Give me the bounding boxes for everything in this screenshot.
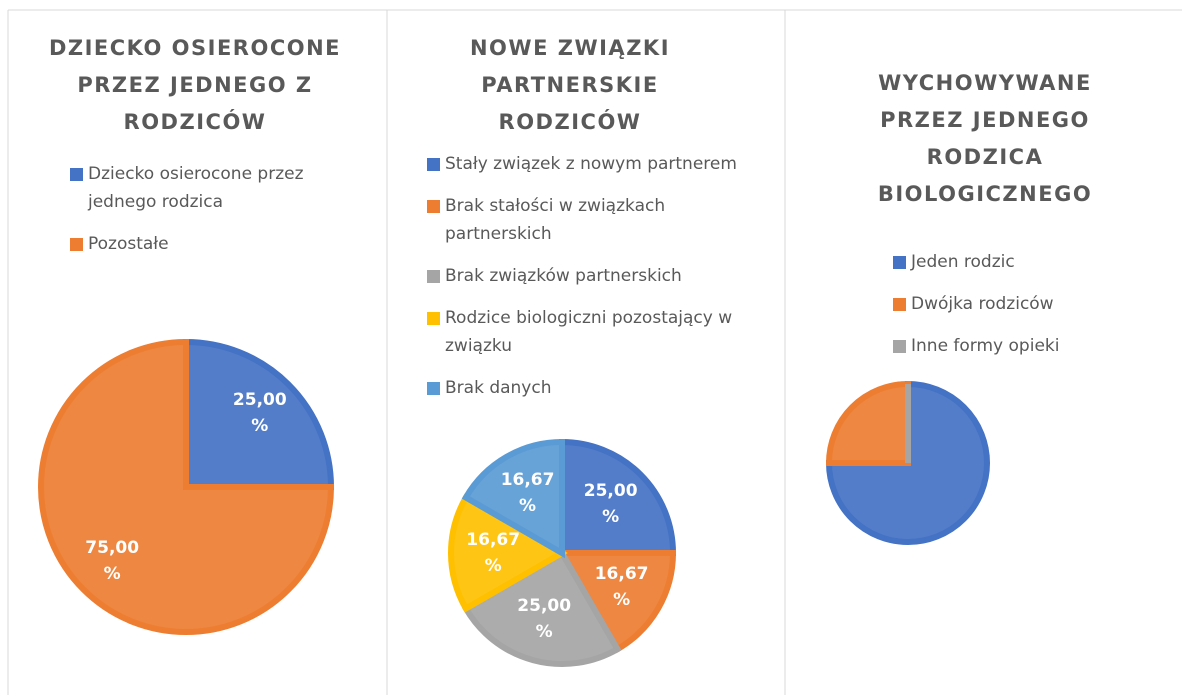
legend-item: Dziecko osierocone przez jednego rodzica bbox=[70, 160, 360, 216]
legend-swatch bbox=[427, 200, 440, 213]
legend-item: Pozostałe bbox=[70, 230, 360, 258]
legend-item: Brak stałości w związkach partnerskich bbox=[427, 192, 767, 248]
pie-slice bbox=[461, 548, 622, 667]
legend-swatch bbox=[427, 382, 440, 395]
legend: Dziecko osierocone przez jednego rodzica… bbox=[70, 160, 360, 272]
legend-label: Dwójka rodziców bbox=[911, 294, 1054, 314]
data-label: 16,67 % bbox=[594, 564, 649, 611]
legend-label: Rodzice biologiczni pozostający w związk… bbox=[445, 308, 733, 356]
legend: Jeden rodzic Dwójka rodziców Inne formy op… bbox=[893, 248, 1163, 374]
pie-slice bbox=[559, 438, 677, 557]
legend-label: Brak stałości w związkach partnerskich bbox=[445, 196, 666, 244]
data-label: 16,67 % bbox=[500, 470, 555, 517]
chart-title: NOWE ZWIĄZKI PARTNERSKIE RODZICÓW bbox=[469, 36, 671, 134]
legend-label: Brak związków partnerskich bbox=[445, 266, 682, 286]
legend-label: Jeden rodzic bbox=[911, 252, 1015, 272]
pie-slice bbox=[183, 338, 335, 490]
legend-swatch bbox=[427, 312, 440, 325]
data-label: 25,00 % bbox=[232, 390, 287, 437]
legend-label: Inne formy opieki bbox=[911, 336, 1060, 356]
legend-swatch bbox=[427, 158, 440, 171]
legend-label: Pozostałe bbox=[88, 234, 169, 254]
legend-item: Rodzice biologiczni pozostający w związk… bbox=[427, 304, 767, 360]
legend-label: Brak danych bbox=[445, 378, 552, 398]
legend-swatch bbox=[893, 256, 906, 269]
pie-slice bbox=[461, 438, 565, 559]
pie-slice bbox=[448, 493, 568, 613]
data-label: 25,00 % bbox=[583, 481, 638, 528]
legend-item: Brak związków partnerskich bbox=[427, 262, 767, 290]
legend-swatch bbox=[427, 270, 440, 283]
legend-item: Inne formy opieki bbox=[893, 332, 1163, 360]
legend-swatch bbox=[893, 340, 906, 353]
data-label: 25,00 % bbox=[517, 596, 572, 643]
legend-item: Brak danych bbox=[427, 374, 767, 402]
legend-item: Jeden rodzic bbox=[893, 248, 1163, 276]
data-label: 16,67 % bbox=[466, 530, 521, 576]
chart-title: WYCHOWYWANE PRZEZ JEDNEGO RODZICA BIOLOG… bbox=[877, 71, 1093, 206]
pie-slice bbox=[825, 380, 911, 466]
pie-slice bbox=[38, 338, 335, 635]
pie-slice bbox=[556, 549, 677, 654]
chart-title: DZIECKO OSIEROCONE PRZEZ JEDNEGO Z RODZI… bbox=[48, 36, 342, 134]
legend-swatch bbox=[893, 298, 906, 311]
legend-item: Stały związek z nowym partnerem bbox=[427, 150, 767, 178]
data-label: 75,00 % bbox=[85, 537, 140, 584]
legend-label: Dziecko osierocone przez jednego rodzica bbox=[88, 164, 304, 212]
legend-swatch bbox=[70, 238, 83, 251]
legend-swatch bbox=[70, 168, 83, 181]
legend: Stały związek z nowym partnerem Brak stał… bbox=[427, 150, 767, 416]
legend-label: Stały związek z nowym partnerem bbox=[445, 154, 737, 174]
legend-item: Dwójka rodziców bbox=[893, 290, 1163, 318]
